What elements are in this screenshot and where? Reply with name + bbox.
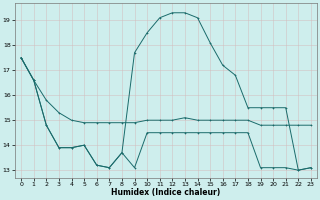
X-axis label: Humidex (Indice chaleur): Humidex (Indice chaleur) <box>111 188 221 197</box>
